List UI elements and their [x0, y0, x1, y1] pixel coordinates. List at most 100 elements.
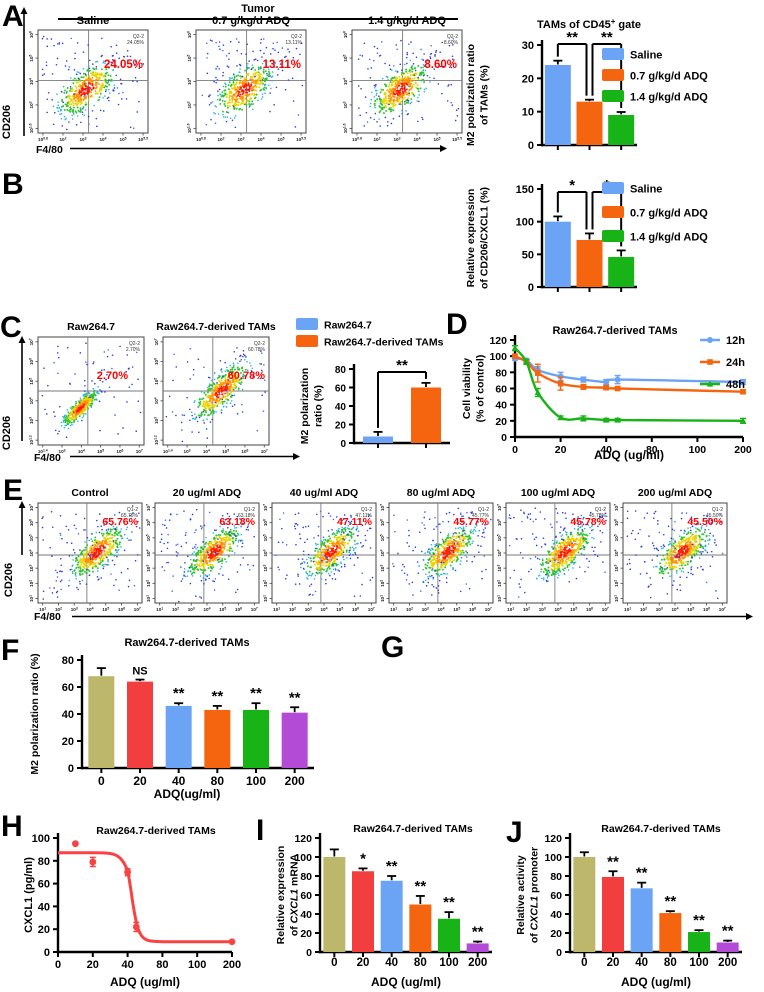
svg-text:101.4: 101.4 [38, 448, 48, 454]
svg-text:107: 107 [28, 504, 34, 511]
panel-a-label: A [2, 0, 24, 33]
svg-text:103: 103 [28, 565, 34, 572]
svg-text:100: 100 [689, 444, 707, 456]
svg-text:**: ** [601, 29, 613, 46]
svg-text:*: * [569, 177, 575, 194]
svg-text:106: 106 [145, 519, 151, 526]
svg-text:107: 107 [134, 606, 141, 612]
svg-text:Raw264.7-derived TAMs: Raw264.7-derived TAMs [324, 337, 444, 349]
svg-text:104: 104 [262, 549, 268, 556]
svg-text:1.4 g/kg/d ADQ: 1.4 g/kg/d ADQ [368, 15, 446, 27]
svg-text:Saline: Saline [77, 15, 109, 27]
svg-text:F4/80: F4/80 [34, 452, 61, 464]
svg-text:107: 107 [262, 504, 268, 511]
svg-text:105: 105 [153, 378, 159, 385]
svg-text:8.60%: 8.60% [444, 40, 459, 46]
svg-text:103: 103 [28, 417, 34, 424]
svg-text:150: 150 [516, 184, 534, 196]
panel-c-flow-plots: Raw264.7Q2-22.70%2.70%101.4 103 104 105 106 1… [1, 321, 300, 464]
svg-text:80: 80 [646, 444, 658, 456]
svg-text:102: 102 [217, 136, 224, 142]
svg-text:60: 60 [335, 384, 347, 395]
svg-text:65.76%: 65.76% [121, 513, 139, 519]
svg-text:104: 104 [28, 397, 34, 404]
svg-text:Q2-2: Q2-2 [129, 341, 140, 347]
svg-text:103: 103 [71, 606, 78, 612]
svg-text:103: 103 [262, 565, 268, 572]
svg-text:101.4: 101.4 [163, 448, 173, 454]
svg-text:104: 104 [203, 606, 210, 612]
svg-text:103: 103 [305, 606, 312, 612]
panel-g-western-blot [380, 628, 764, 802]
svg-text:107: 107 [136, 448, 143, 454]
svg-text:20: 20 [335, 421, 347, 432]
svg-text:106: 106 [342, 31, 348, 38]
svg-text:103: 103 [186, 101, 192, 108]
svg-text:40 ug/ml ADQ: 40 ug/ml ADQ [290, 487, 358, 499]
svg-text:102: 102 [55, 606, 62, 612]
svg-text:105: 105 [186, 54, 192, 61]
svg-text:106: 106 [118, 606, 125, 612]
svg-text:M2 polarization ratio: M2 polarization ratio [465, 44, 477, 146]
svg-text:F4/80: F4/80 [36, 144, 63, 156]
svg-text:104: 104 [153, 397, 159, 404]
svg-text:Q2-2: Q2-2 [291, 34, 302, 40]
svg-text:20 ug/ml ADQ: 20 ug/ml ADQ [173, 487, 241, 499]
svg-text:104: 104 [320, 606, 327, 612]
svg-text:100.8: 100.8 [196, 136, 206, 142]
svg-text:Saline: Saline [630, 184, 662, 196]
svg-text:120: 120 [489, 335, 507, 347]
svg-text:100.8: 100.8 [38, 136, 48, 142]
svg-text:80 ug/ml ADQ: 80 ug/ml ADQ [407, 487, 475, 499]
svg-text:101.6: 101.6 [28, 123, 34, 133]
svg-text:102: 102 [172, 606, 179, 612]
svg-text:(% of control): (% of control) [475, 355, 487, 423]
svg-text:0: 0 [528, 140, 534, 152]
svg-text:2.70%: 2.70% [97, 370, 128, 382]
svg-text:101: 101 [273, 606, 280, 612]
svg-text:60.78%: 60.78% [228, 370, 266, 382]
svg-text:105: 105 [262, 534, 268, 541]
svg-text:105: 105 [278, 136, 285, 142]
svg-text:105: 105 [28, 54, 34, 61]
panel-c-bar-chart: 0 20 40 60 80 ** M2 polarization ratio (%) Raw26… [296, 318, 450, 450]
svg-text:103: 103 [188, 606, 195, 612]
svg-text:12h: 12h [726, 335, 745, 347]
svg-text:Q2-2: Q2-2 [254, 341, 265, 347]
svg-text:102: 102 [262, 580, 268, 587]
svg-text:24.05%: 24.05% [127, 40, 145, 46]
svg-text:CD206: CD206 [1, 105, 13, 139]
svg-text:104: 104 [414, 136, 421, 142]
svg-text:0: 0 [528, 282, 534, 294]
svg-text:106: 106 [28, 31, 34, 38]
svg-text:105: 105 [222, 448, 229, 454]
svg-text:0.7 g/kg/d ADQ: 0.7 g/kg/d ADQ [212, 15, 290, 27]
svg-text:100: 100 [489, 351, 507, 363]
svg-text:103: 103 [145, 565, 151, 572]
svg-text:TAMs of CD45+ gate: TAMs of CD45+ gate [537, 17, 641, 31]
svg-text:104: 104 [86, 606, 93, 612]
svg-text:Raw264.7: Raw264.7 [324, 320, 372, 332]
panel-f-label: F [1, 634, 20, 667]
svg-text:0.7 g/kg/d ADQ: 0.7 g/kg/d ADQ [630, 208, 708, 220]
svg-text:103: 103 [237, 136, 244, 142]
svg-text:24.05%: 24.05% [104, 59, 143, 71]
svg-text:Saline: Saline [630, 50, 662, 62]
svg-text:101: 101 [262, 595, 268, 602]
svg-text:20: 20 [495, 416, 507, 428]
svg-text:107: 107 [145, 504, 151, 511]
svg-text:80: 80 [335, 365, 347, 376]
svg-text:100: 100 [516, 217, 534, 229]
svg-text:13.11%: 13.11% [263, 59, 301, 71]
svg-text:106: 106 [116, 448, 123, 454]
svg-text:47.11%: 47.11% [355, 513, 372, 519]
svg-text:104: 104 [78, 448, 85, 454]
panel-j-label: J [506, 816, 523, 849]
svg-text:63.18%: 63.18% [238, 513, 256, 519]
svg-text:of CD206/CXCL1 (%): of CD206/CXCL1 (%) [479, 187, 491, 289]
svg-text:60: 60 [495, 384, 507, 396]
svg-text:105.5: 105.5 [138, 136, 148, 142]
svg-text:M2 polarization: M2 polarization [299, 368, 311, 444]
svg-text:103: 103 [342, 101, 348, 108]
svg-text:Raw264.7-derived TAMs: Raw264.7-derived TAMs [552, 325, 677, 337]
